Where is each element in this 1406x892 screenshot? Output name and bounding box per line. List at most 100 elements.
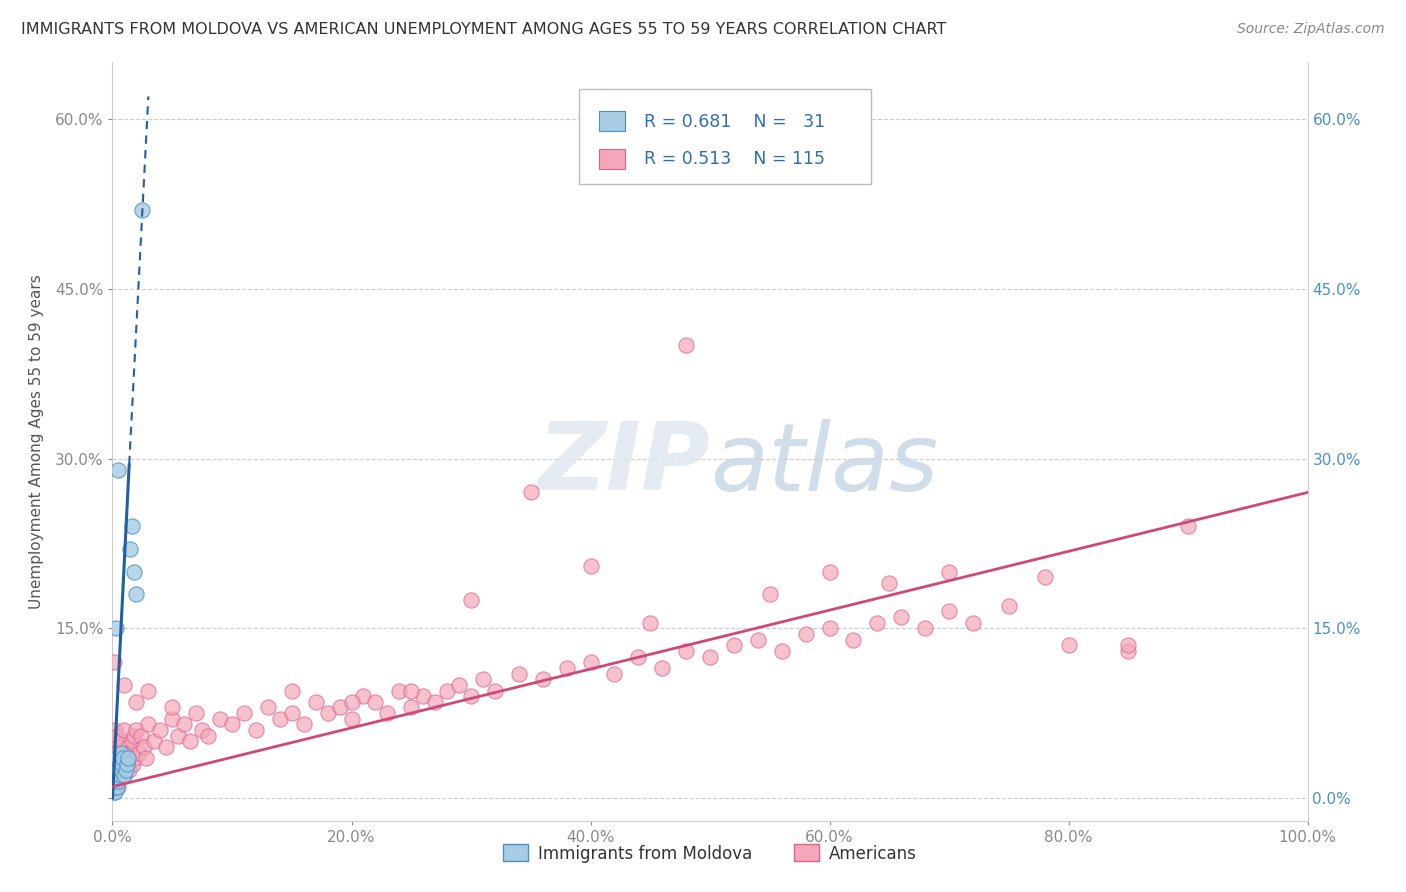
Point xyxy=(401,683,423,698)
Point xyxy=(412,689,434,703)
Point xyxy=(105,768,128,782)
Point xyxy=(117,740,139,755)
Point xyxy=(112,746,135,760)
Point xyxy=(436,683,458,698)
Point xyxy=(103,768,125,782)
Point xyxy=(818,621,841,635)
Point xyxy=(179,734,201,748)
Point xyxy=(866,615,889,630)
Point xyxy=(108,740,131,755)
Point xyxy=(627,649,650,664)
Point xyxy=(103,774,125,789)
Point xyxy=(110,763,132,777)
Point xyxy=(128,746,150,760)
Point xyxy=(105,780,128,794)
Point xyxy=(281,683,304,698)
Point xyxy=(579,655,602,669)
Point xyxy=(197,729,219,743)
Point xyxy=(520,485,543,500)
Point xyxy=(129,729,152,743)
Point xyxy=(103,785,125,799)
Point xyxy=(162,712,183,726)
Point xyxy=(155,740,177,755)
Point xyxy=(472,672,495,686)
Point xyxy=(143,734,166,748)
Point xyxy=(110,734,132,748)
Point xyxy=(890,610,912,624)
Point xyxy=(281,706,304,720)
Point xyxy=(103,780,125,794)
Point xyxy=(105,729,128,743)
Point xyxy=(105,774,128,789)
Point xyxy=(388,683,411,698)
Point xyxy=(1033,570,1056,584)
Point xyxy=(651,661,673,675)
Point xyxy=(269,712,291,726)
Point xyxy=(114,763,136,777)
Point xyxy=(167,729,190,743)
Point xyxy=(401,700,423,714)
Point xyxy=(105,763,128,777)
Point xyxy=(1118,644,1140,658)
Point xyxy=(135,751,157,765)
Point xyxy=(818,565,841,579)
FancyBboxPatch shape xyxy=(599,149,626,169)
Point xyxy=(104,785,127,799)
Point xyxy=(104,757,127,772)
Point xyxy=(329,700,352,714)
Point xyxy=(555,661,578,675)
Point xyxy=(173,717,195,731)
Point xyxy=(121,519,143,533)
Point xyxy=(138,683,160,698)
Point xyxy=(316,706,339,720)
Point xyxy=(120,746,142,760)
Point xyxy=(131,202,153,217)
Point xyxy=(110,746,132,760)
Point xyxy=(103,768,125,782)
FancyBboxPatch shape xyxy=(579,89,872,184)
Point xyxy=(104,723,127,738)
Point xyxy=(209,712,232,726)
Point xyxy=(675,644,697,658)
Point xyxy=(186,706,208,720)
Point xyxy=(122,729,145,743)
Point xyxy=(879,576,901,591)
FancyBboxPatch shape xyxy=(599,111,626,130)
Point xyxy=(340,712,363,726)
Point xyxy=(579,559,602,574)
Text: R = 0.681    N =   31: R = 0.681 N = 31 xyxy=(644,112,825,130)
Point xyxy=(114,757,136,772)
Point xyxy=(121,757,143,772)
Point xyxy=(723,638,745,652)
Point xyxy=(111,757,134,772)
Point xyxy=(108,757,131,772)
Point xyxy=(107,774,129,789)
Text: R = 0.513    N = 115: R = 0.513 N = 115 xyxy=(644,151,825,169)
Point xyxy=(191,723,214,738)
Point xyxy=(794,627,817,641)
Point xyxy=(162,700,183,714)
Point xyxy=(138,717,160,731)
Point xyxy=(352,689,374,703)
Point xyxy=(105,768,128,782)
Point xyxy=(121,734,143,748)
Point xyxy=(103,780,125,794)
Point xyxy=(914,621,936,635)
Point xyxy=(233,706,256,720)
Point xyxy=(107,463,129,477)
Point xyxy=(107,763,129,777)
Point xyxy=(305,695,328,709)
Point xyxy=(114,768,135,782)
Text: IMMIGRANTS FROM MOLDOVA VS AMERICAN UNEMPLOYMENT AMONG AGES 55 TO 59 YEARS CORRE: IMMIGRANTS FROM MOLDOVA VS AMERICAN UNEM… xyxy=(21,22,946,37)
Point xyxy=(107,780,129,794)
Point xyxy=(245,723,267,738)
Point xyxy=(125,723,148,738)
Point xyxy=(107,751,129,765)
Point xyxy=(105,751,128,765)
Text: Source: ZipAtlas.com: Source: ZipAtlas.com xyxy=(1237,22,1385,37)
Point xyxy=(112,751,135,765)
Point xyxy=(1177,519,1199,533)
Point xyxy=(364,695,387,709)
Point xyxy=(108,768,131,782)
Text: ZIP: ZIP xyxy=(537,418,710,510)
